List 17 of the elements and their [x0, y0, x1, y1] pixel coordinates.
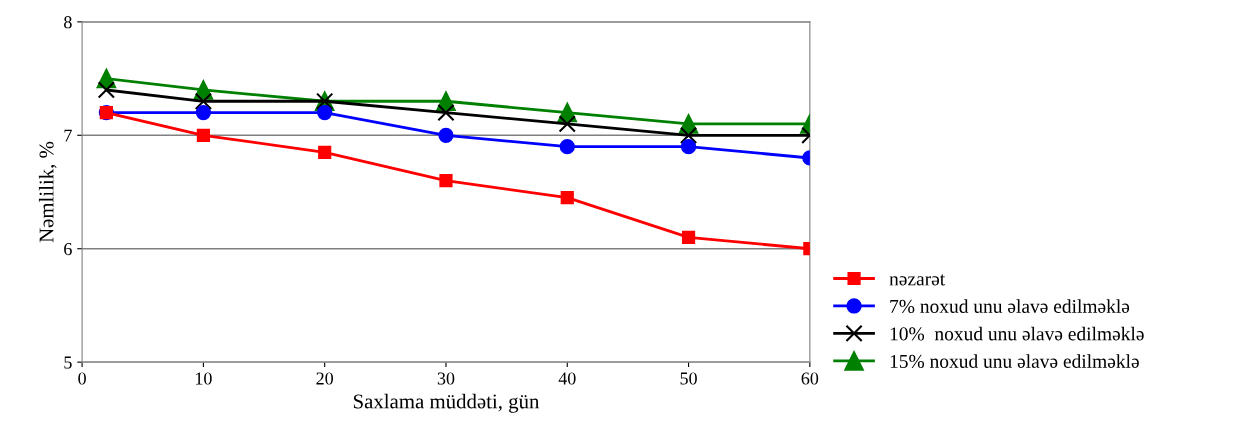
legend-label: 15% noxud unu əlavə edilməklə	[890, 354, 1139, 368]
y-tick-label: 7	[64, 129, 72, 142]
x-tick-label: 30	[437, 372, 455, 385]
y-axis-title: Nəmlilik, %	[38, 141, 57, 243]
x-tick-label: 60	[801, 372, 819, 385]
legend-label: nəzarət	[889, 274, 946, 286]
x-tick-label: 20	[316, 372, 334, 385]
x-axis-title: Saxlama müddəti, gün	[353, 393, 540, 413]
legend-label: 10% noxud unu əlavə edilməklə	[890, 326, 1144, 341]
legend-label: 7% noxud unu əlavə edilməklə	[890, 299, 1130, 314]
x-tick-label: 50	[680, 372, 697, 385]
x-tick-label: 10	[195, 372, 212, 385]
x-tick-label: 40	[558, 372, 576, 385]
y-tick-label: 6	[64, 243, 72, 256]
x-tick-label: 0	[78, 372, 86, 385]
y-tick-label: 8	[64, 16, 72, 29]
y-tick-label: 5	[64, 356, 72, 369]
